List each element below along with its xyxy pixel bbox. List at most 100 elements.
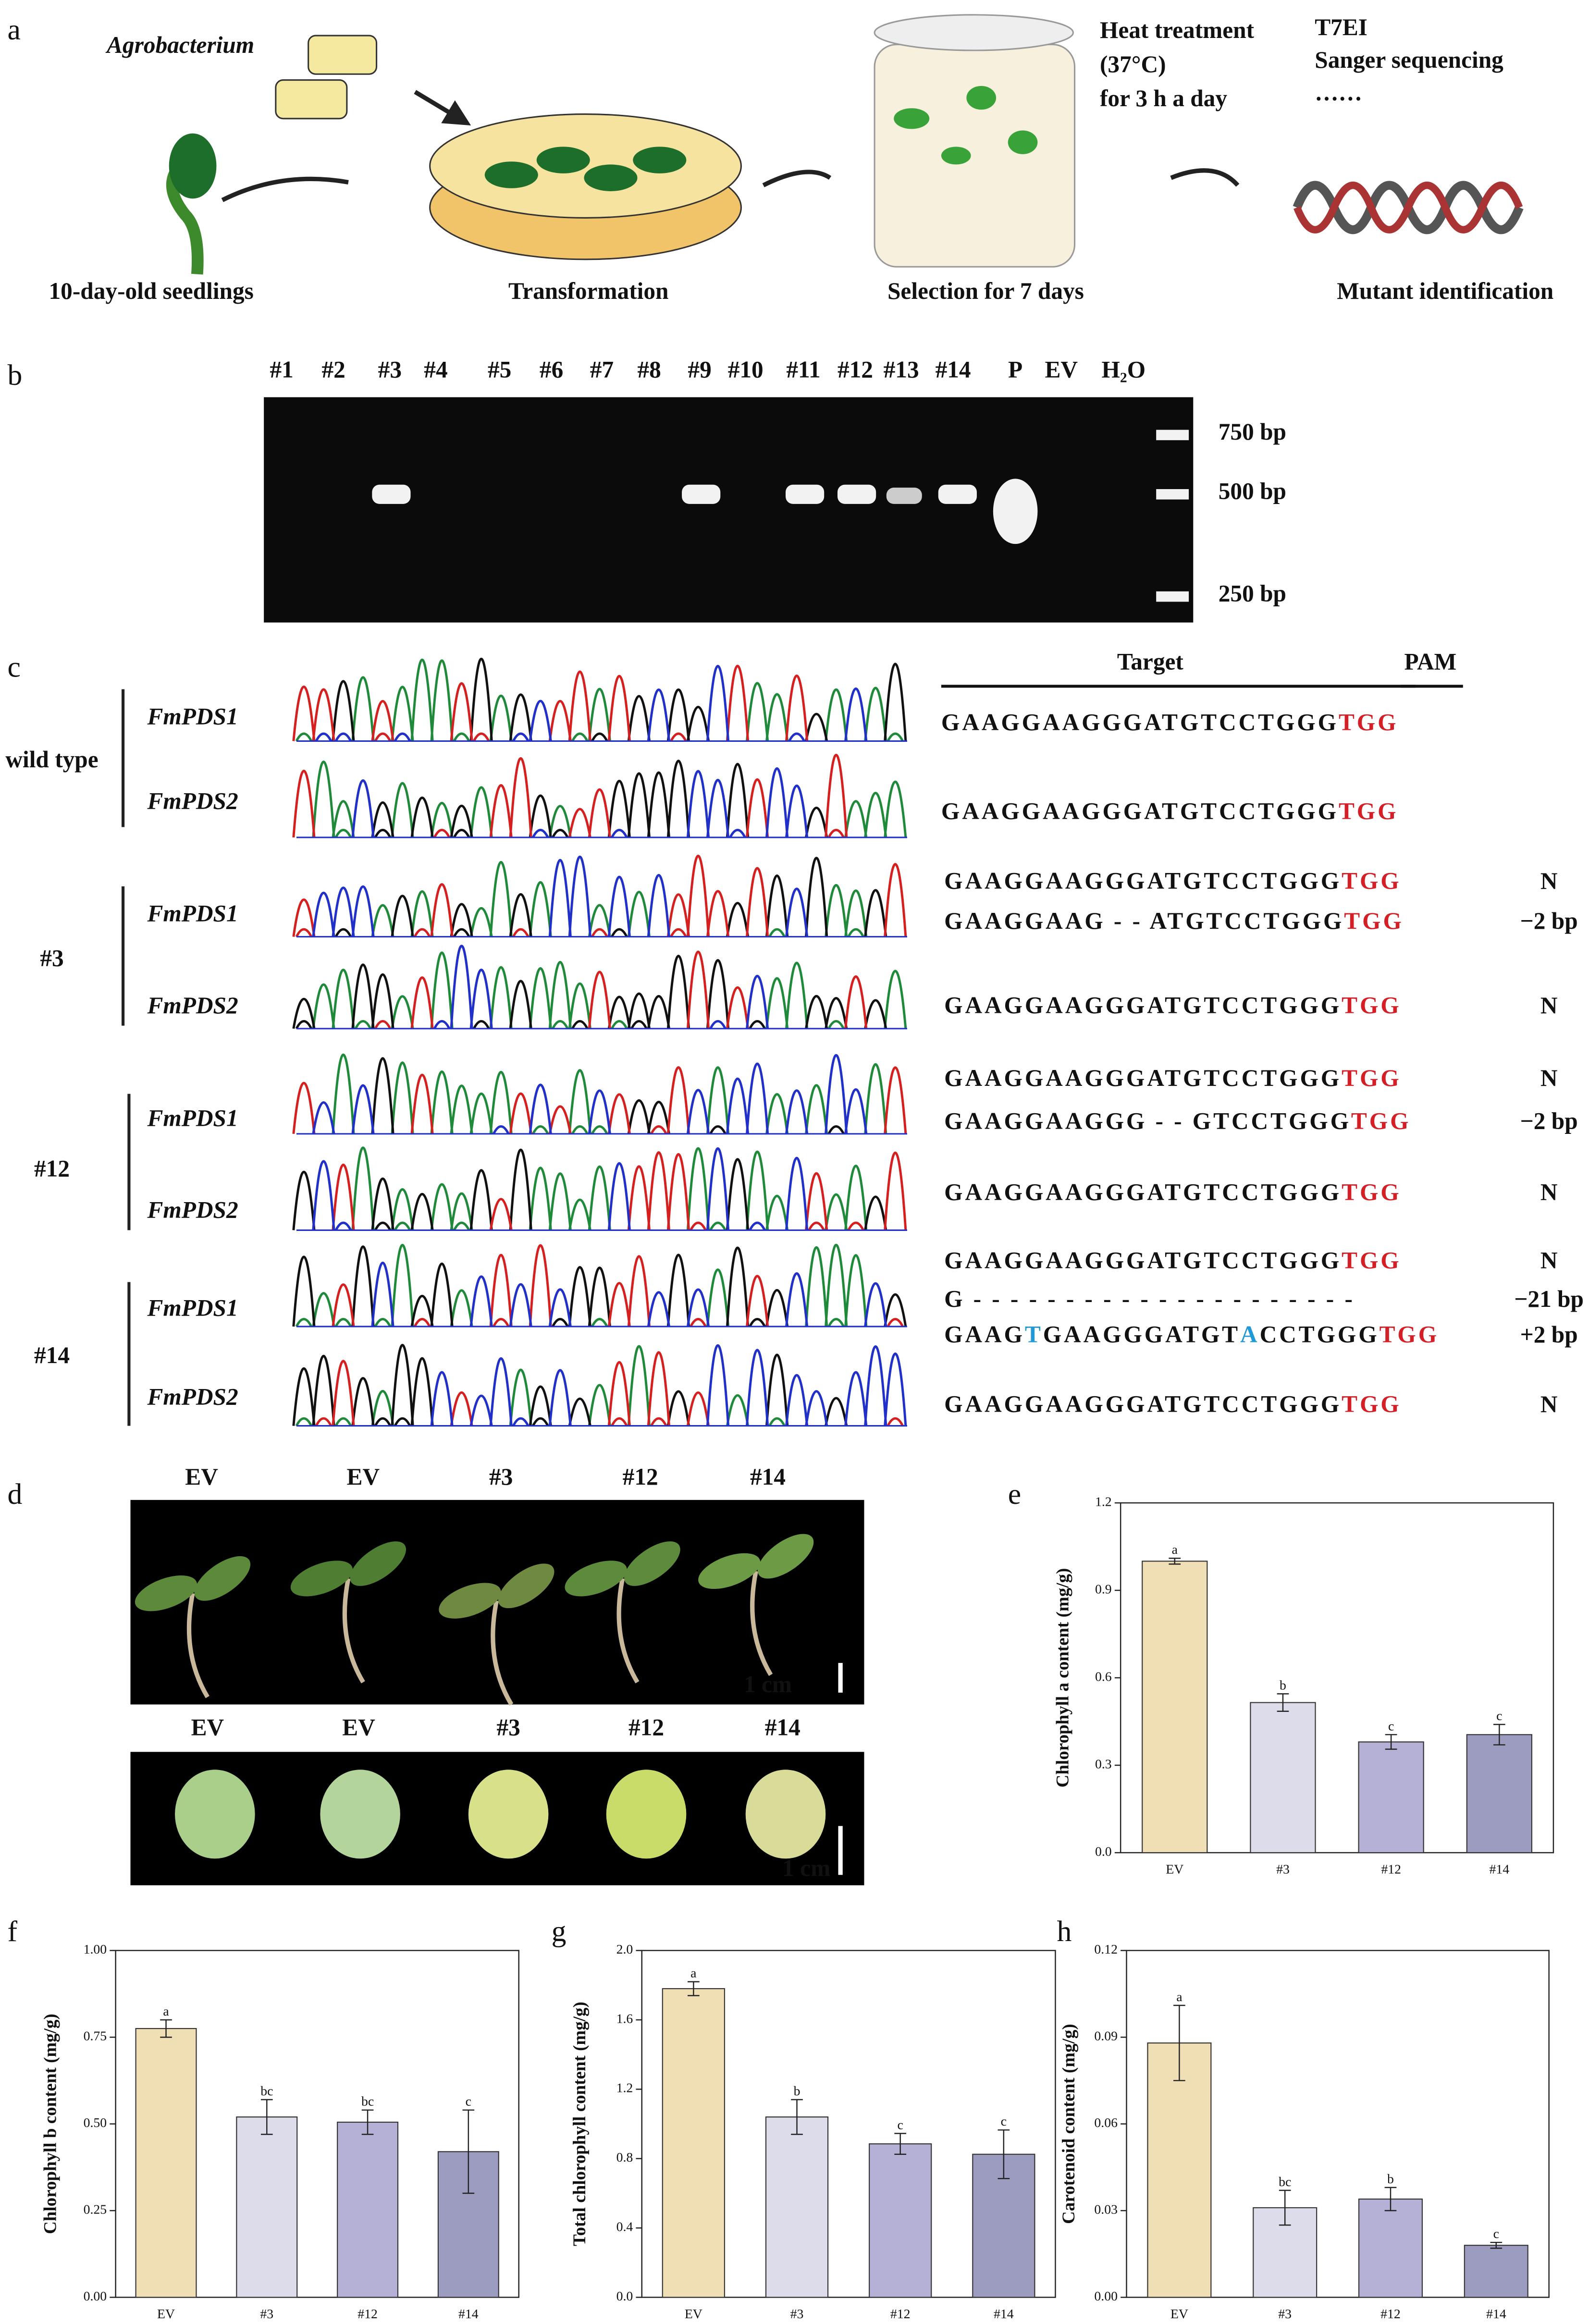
- method-label: Sanger sequencing: [1315, 47, 1503, 73]
- sequence-part: GAAGGGATGT: [1043, 1321, 1240, 1348]
- y-tick-label: 1.6: [616, 2011, 633, 2026]
- y-tick-label: 0.6: [1095, 1669, 1112, 1684]
- marker-label: 500 bp: [1219, 478, 1286, 504]
- significance-label: b: [1280, 1678, 1286, 1693]
- bar: [135, 2028, 197, 2298]
- lane-label: P: [1008, 357, 1022, 383]
- chromatogram-trace: [332, 1244, 904, 1328]
- chromatogram-trace: [292, 753, 848, 838]
- photo-label: #3: [489, 1463, 513, 1490]
- edit-label: N: [1540, 868, 1558, 894]
- gene-label: FmPDS1: [147, 1105, 238, 1131]
- gene-label: FmPDS1: [147, 1294, 238, 1321]
- seedling-leaf: [757, 1534, 814, 1579]
- chromatogram-trace: [295, 1345, 786, 1426]
- chromatogram-trace: [292, 955, 887, 1030]
- panel-label: d: [7, 1478, 22, 1511]
- seedling-leaf: [624, 1541, 680, 1586]
- significance-label: b: [794, 2084, 801, 2099]
- sequence: GAAGGAAG - - ATGTCCTGGGTGG: [944, 908, 1404, 934]
- chromatogram-trace: [312, 1147, 809, 1231]
- chromatogram-trace: [312, 855, 809, 937]
- error-bar: [1493, 1723, 1505, 1746]
- error-bar: [160, 2019, 172, 2038]
- x-tick-label: #14: [994, 2307, 1014, 2322]
- lane-label: H₂O: [1102, 357, 1146, 383]
- sequence-part: TGG: [1339, 709, 1398, 736]
- seedling-leaf: [698, 1553, 761, 1589]
- lane-label: #9: [688, 357, 711, 383]
- arrow: [414, 90, 471, 126]
- plot-frame: [641, 1950, 1056, 2298]
- bar: [337, 2121, 399, 2298]
- x-tick-label: #3: [1278, 2307, 1292, 2322]
- lane-label: #14: [936, 357, 971, 383]
- jar-lid: [874, 14, 1074, 51]
- significance-label: bc: [260, 2084, 273, 2099]
- explants: [484, 147, 687, 191]
- gel-bands: [372, 430, 1189, 602]
- y-tick-label: 1.00: [84, 1942, 107, 1957]
- y-tick-label: 1.2: [1095, 1494, 1112, 1509]
- chromatogram-trace: [292, 1066, 907, 1135]
- seedling-leaf: [135, 1575, 197, 1611]
- chromatogram-trace: [315, 665, 868, 742]
- chromatogram-trace: [351, 767, 809, 838]
- y-tick-label: 0.0: [1095, 1844, 1112, 1859]
- heat-label: Heat treatment: [1100, 17, 1255, 43]
- method-label: T7EI: [1315, 14, 1367, 40]
- arrow: [1170, 168, 1240, 187]
- significance-label: b: [1387, 2172, 1394, 2187]
- x-tick-label: #12: [890, 2307, 911, 2322]
- sequence-part: GAAGGAAGGGATGTCCTGGG: [944, 992, 1342, 1019]
- chromatogram-trace: [371, 1261, 887, 1327]
- lane-label: #1: [270, 357, 293, 383]
- y-tick-label: 0.4: [616, 2219, 633, 2234]
- significance-label: bc: [1279, 2175, 1291, 2189]
- seedling-stem: [186, 1593, 209, 1698]
- chromatogram-trace: [332, 657, 907, 742]
- bar: [1358, 2198, 1423, 2298]
- bar: [662, 1988, 725, 2298]
- edit-label: N: [1540, 1065, 1558, 1091]
- seedling-leaf: [290, 1561, 353, 1597]
- gel: [264, 397, 1194, 623]
- lane-label: #7: [590, 357, 614, 383]
- chromatogram-trace: [351, 1146, 868, 1231]
- bar: [1147, 2042, 1212, 2298]
- error-bar: [1169, 1558, 1181, 1565]
- y-axis-label: Chlorophyll a content (mg/g): [1053, 1568, 1072, 1788]
- edit-label: −2 bp: [1520, 908, 1578, 934]
- gene-label: FmPDS1: [147, 703, 238, 729]
- significance-label: a: [163, 2004, 169, 2019]
- gene-label: FmPDS2: [147, 992, 238, 1019]
- y-axis-label: Carotenoid content (mg/g): [1059, 2024, 1079, 2224]
- edit-label: N: [1540, 992, 1558, 1019]
- jar: [874, 44, 1076, 268]
- sequence-part: TGG: [1344, 908, 1404, 934]
- pam-label: PAM: [1404, 648, 1457, 675]
- sequence-part: GAAGGAAGGG - - GTCCTGGG: [944, 1108, 1351, 1134]
- error-bar: [462, 2109, 475, 2194]
- significance-label: c: [1496, 1709, 1502, 1723]
- error-bar: [791, 2099, 803, 2135]
- y-tick-label: 1.2: [616, 2081, 633, 2096]
- sequence: GAAGGAAGGGATGTCCTGGGTGG: [941, 709, 1399, 736]
- sequence-part: CCTGGG: [1260, 1321, 1380, 1348]
- chromatogram-trace: [295, 1243, 868, 1328]
- sequence-part: TGG: [1351, 1108, 1411, 1134]
- sequence: GAAGGAAGGGATGTCCTGGGTGG: [944, 1065, 1402, 1091]
- step-label: Selection for 7 days: [887, 278, 1084, 304]
- sequence-part: GAAGGAAG - - ATGTCCTGGG: [944, 908, 1344, 934]
- dna-helix: [1293, 182, 1523, 234]
- sequence-part: A: [1240, 1321, 1260, 1348]
- y-tick-label: 0.06: [1094, 2115, 1118, 2130]
- y-tick-label: 0.25: [84, 2202, 107, 2217]
- y-tick-label: 0.09: [1094, 2029, 1118, 2043]
- sequence-part: G - - - - - - - - - - - - - - - - - - - …: [944, 1286, 1355, 1312]
- chromatogram-trace: [312, 761, 907, 838]
- agrobacterium-label: Agrobacterium: [105, 32, 254, 58]
- chromatogram-trace: [430, 1344, 907, 1426]
- lane-label: #5: [488, 357, 511, 383]
- marker-label: 750 bp: [1219, 418, 1286, 445]
